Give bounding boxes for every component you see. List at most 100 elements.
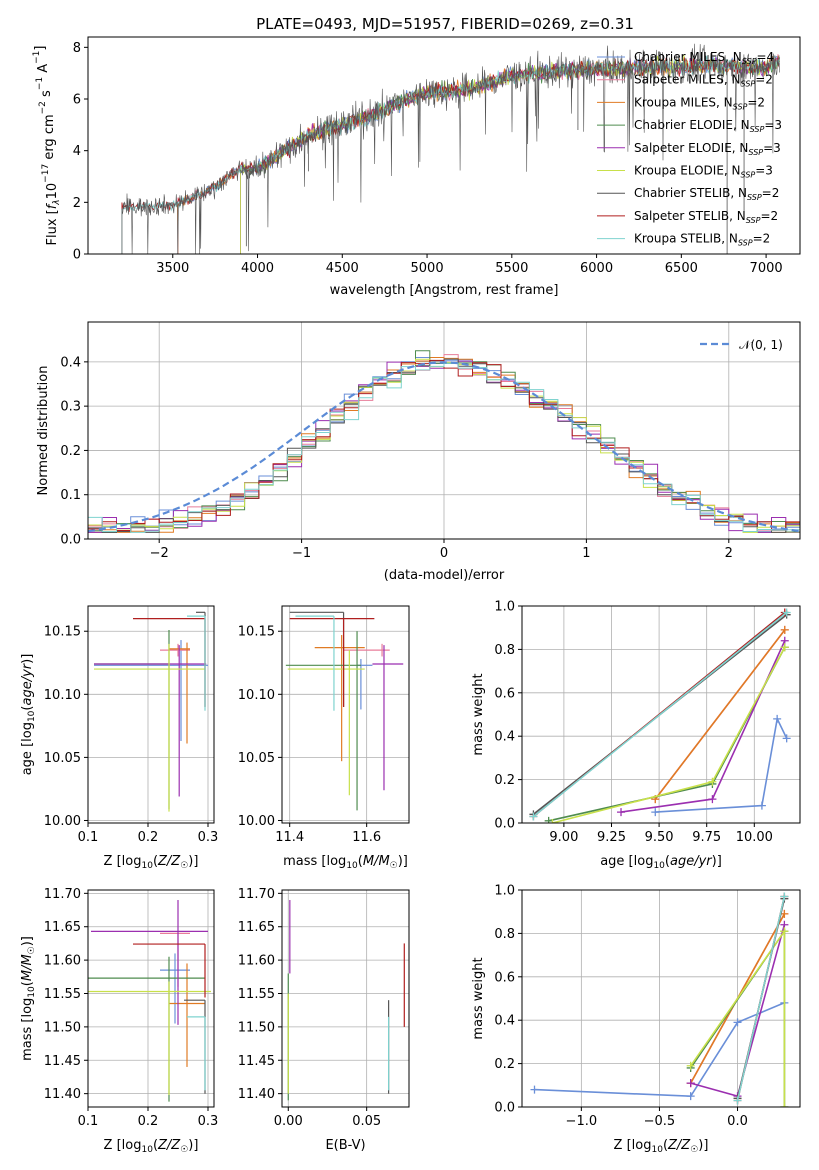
normal-reference-curve (88, 361, 800, 533)
weight-marker-krou_elodie (686, 1061, 695, 1070)
x-tick-label: 4500 (326, 261, 359, 276)
legend-entry-salp_miles: Salpeter MILES, NSSP=2 (634, 73, 773, 89)
y-tick-label: 0.0 (494, 817, 515, 832)
y-tick-label: 10.00 (44, 814, 81, 829)
axes-frame (87, 605, 215, 824)
y-tick-label: 1.0 (494, 600, 515, 615)
legend-entry-chab_miles: Chabrier MILES, NSSP=4 (634, 50, 774, 66)
y-tick-label: 10.00 (238, 814, 275, 829)
x-tick-label: 11.4 (275, 830, 304, 845)
y-tick-label: 10.15 (44, 625, 81, 640)
weight-line-krou_miles (654, 629, 786, 800)
y-tick-label: 11.45 (44, 1054, 81, 1069)
spectrum-plot-area (121, 43, 781, 254)
x-tick-label: 5000 (411, 261, 444, 276)
axes-frame (281, 889, 410, 1108)
y-tick-label: 11.50 (238, 1020, 275, 1035)
x-tick-label: 0.3 (198, 1114, 219, 1129)
y-tick-label: 11.50 (44, 1020, 81, 1035)
y-tick-label: 0.2 (494, 1057, 515, 1072)
y-tick-label: 1.0 (494, 884, 515, 899)
y-tick-label: 11.40 (238, 1087, 275, 1102)
y-tick-label: 11.40 (44, 1087, 81, 1102)
x-tick-label: 0.1 (78, 1114, 99, 1129)
residuals-xlabel: (data-model)/error (384, 568, 505, 583)
weight-marker-salp_elodie (708, 795, 717, 804)
y-tick-label: 0.0 (494, 1101, 515, 1116)
x-tick-label: 0.2 (138, 830, 159, 845)
weight-line-chab_elodie (548, 646, 786, 822)
figure-title: PLATE=0493, MJD=51957, FIBERID=0269, z=0… (256, 15, 634, 33)
legend-entry-krou_stelib: Kroupa STELIB, NSSP=2 (634, 232, 770, 248)
y-tick-label: 11.45 (238, 1054, 275, 1069)
y-tick-label: 6 (73, 93, 81, 108)
spectrum-panel: 3500 4000 4500 5000 5500 6000 6500 7000 0 2 4 6 8 wav… (32, 36, 801, 298)
age_vs_Z-xlabel: Z [log10(Z/Z☉)] (104, 854, 199, 871)
weight-marker-salp_elodie (617, 808, 626, 817)
y-tick-label: 0.6 (494, 686, 515, 701)
weight_vs_age-plot-area (529, 608, 791, 823)
y-tick-label: 0.4 (494, 730, 515, 745)
y-tick-label: 0.0 (60, 533, 81, 548)
weight_vs_age-xlabel: age [log10(age/yr)] (600, 854, 722, 871)
x-tick-label: 6000 (580, 261, 613, 276)
x-tick-label: 4000 (241, 261, 274, 276)
mass_vs_Z-plot-area (88, 900, 211, 1102)
y-tick-label: 4 (73, 144, 81, 159)
y-tick-label: 0.3 (60, 400, 81, 415)
x-tick-label: 9.00 (549, 830, 578, 845)
y-tick-label: 10.05 (238, 751, 275, 766)
y-tick-label: 10.05 (44, 751, 81, 766)
mass_vs_Z-xlabel: Z [log10(Z/Z☉)] (104, 1138, 199, 1155)
spectrum-ylabel: Flux [fλ10−17 erg cm−2 s−1 A−1] (32, 46, 62, 246)
weight-marker-chab_miles (686, 1092, 695, 1101)
y-tick-label: 11.65 (44, 920, 81, 935)
weight-line-krou_stelib (736, 896, 786, 1101)
weight-marker-krou_elodie (548, 819, 557, 823)
mass_vs_Z-panel: 0.1 0.2 0.3 11.40 11.45 11.50 11.55 11.60 11.65 1… (20, 887, 218, 1155)
x-tick-label: 0.05 (352, 1114, 381, 1129)
y-tick-label: 0.4 (60, 355, 81, 370)
legend-entry-chab_stelib: Chabrier STELIB, NSSP=2 (634, 186, 779, 202)
age_vs_Z-panel: 0.1 0.2 0.3 10.00 10.05 10.10 10.15 Z [log10(Z/… (20, 605, 219, 871)
weight-marker-salp_elodie (686, 1079, 695, 1088)
spectrum-line-salp_elodie (240, 57, 780, 254)
x-tick-label: 0 (440, 546, 448, 561)
x-tick-label: 9.50 (645, 830, 674, 845)
y-tick-label: 11.60 (44, 954, 81, 969)
age_vs_mass-plot-area (285, 611, 404, 811)
y-tick-label: 11.60 (238, 954, 275, 969)
spectrum-line-chab_elodie (240, 57, 781, 254)
legend-entry-salp_elodie: Salpeter ELODIE, NSSP=3 (634, 141, 781, 157)
legend-entry-normal: 𝒩(0, 1) (739, 338, 783, 352)
weight-line-krou_stelib (532, 611, 788, 818)
weight-marker-krou_elodie (780, 643, 789, 652)
x-tick-label: 0.3 (198, 830, 219, 845)
weight_vs_Z-xlabel: Z [log10(Z/Z☉)] (614, 1138, 709, 1155)
spectrum-line-chab_stelib (121, 43, 780, 254)
weight-marker-krou_stelib (529, 812, 538, 821)
mass_vs_ebv-xlabel: E(B-V) (325, 1138, 365, 1153)
x-tick-label: 9.25 (597, 830, 626, 845)
weight_vs_age-ylabel: mass weight (471, 673, 486, 755)
y-tick-label: 11.65 (238, 920, 275, 935)
x-tick-label: 6500 (665, 261, 698, 276)
weight-marker-krou_elodie (708, 777, 717, 786)
weight-marker-krou_elodie (780, 1103, 789, 1107)
x-tick-label: 1 (582, 546, 590, 561)
x-tick-label: 10.00 (736, 830, 773, 845)
weight-marker-krou_miles (780, 909, 789, 918)
y-tick-label: 0.6 (494, 970, 515, 985)
age_vs_mass-panel: 11.4 11.6 10.00 10.05 10.10 10.15 mass [log10(… (238, 605, 410, 871)
weight_vs_age-panel: 9.00 9.25 9.50 9.75 10.00 0.0 0.2 0.4 0.6 0.8 1.0 a… (471, 600, 801, 871)
weight-marker-krou_elodie (780, 927, 789, 936)
x-tick-label: 0.1 (78, 830, 99, 845)
x-tick-label: 2 (725, 546, 733, 561)
y-tick-label: 0.4 (494, 1014, 515, 1029)
axes-frame (87, 36, 801, 255)
axes-frame (87, 321, 801, 540)
axes-frame (87, 889, 215, 1108)
x-tick-label: −1.0 (566, 1114, 598, 1129)
y-tick-label: 10.10 (238, 688, 275, 703)
x-tick-label: 5500 (495, 261, 528, 276)
